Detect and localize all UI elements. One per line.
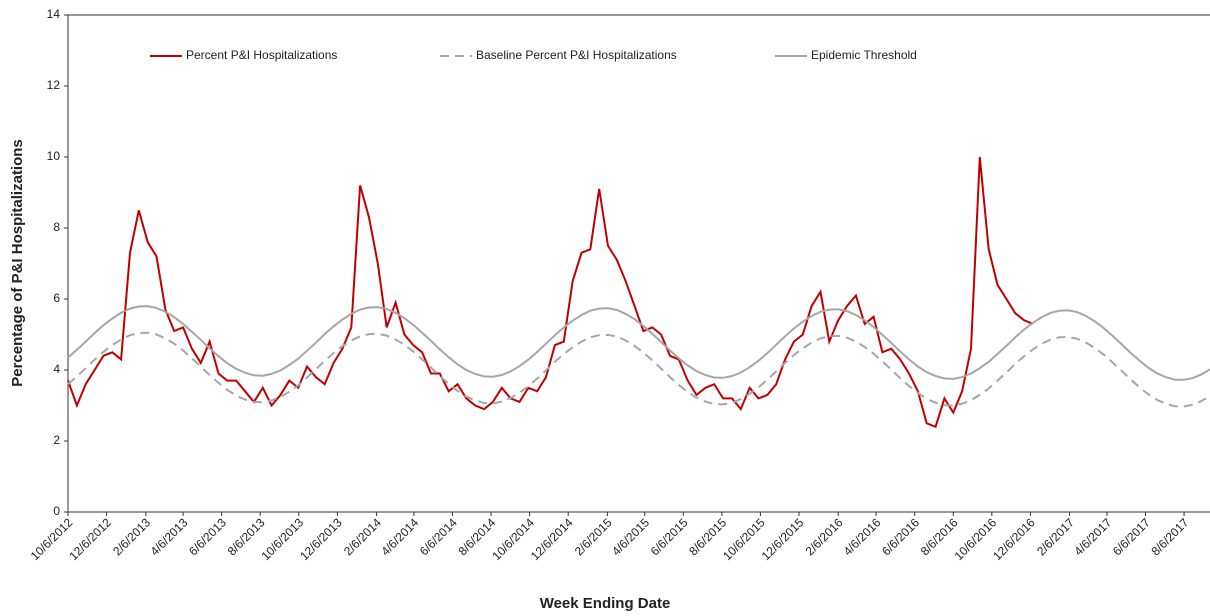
y-tick-label: 10 xyxy=(47,149,61,163)
x-tick-label: 8/6/2017 xyxy=(1149,515,1192,558)
y-axis-title: Percentage of P&I Hospitalizations xyxy=(9,139,26,387)
x-tick-label: 12/6/2013 xyxy=(297,515,345,563)
x-tick-label: 2/6/2014 xyxy=(341,515,384,558)
x-tick-label: 6/6/2017 xyxy=(1110,515,1153,558)
y-tick-label: 14 xyxy=(47,7,61,21)
x-tick-label: 4/6/2014 xyxy=(378,515,421,558)
x-tick-label: 12/6/2014 xyxy=(528,515,576,563)
x-tick-label: 12/6/2016 xyxy=(990,515,1038,563)
x-tick-label: 12/6/2012 xyxy=(66,515,114,563)
x-tick-label: 6/6/2013 xyxy=(186,515,229,558)
x-tick-label: 4/6/2017 xyxy=(1071,515,1114,558)
x-tick-label: 6/6/2016 xyxy=(879,515,922,558)
legend-label: Baseline Percent P&I Hospitalizations xyxy=(476,48,677,62)
y-tick-label: 8 xyxy=(53,220,60,234)
y-tick-label: 0 xyxy=(53,504,60,518)
x-tick-label: 4/6/2013 xyxy=(148,515,191,558)
legend-label: Epidemic Threshold xyxy=(811,48,917,62)
y-tick-label: 2 xyxy=(53,433,60,447)
x-tick-label: 4/6/2016 xyxy=(841,515,884,558)
series-line xyxy=(67,156,1034,429)
x-tick-label: 6/6/2015 xyxy=(648,515,691,558)
x-tick-label: 12/6/2015 xyxy=(759,515,807,563)
series-line xyxy=(67,331,1210,408)
y-tick-label: 6 xyxy=(53,291,60,305)
x-tick-label: 2/6/2016 xyxy=(803,515,846,558)
x-tick-label: 4/6/2015 xyxy=(609,515,652,558)
x-tick-label: 2/6/2015 xyxy=(572,515,615,558)
x-tick-label: 2/6/2017 xyxy=(1034,515,1077,558)
y-tick-label: 4 xyxy=(53,362,60,376)
x-axis-title: Week Ending Date xyxy=(540,595,671,612)
legend-label: Percent P&I Hospitalizations xyxy=(186,48,337,62)
x-tick-label: 2/6/2013 xyxy=(110,515,153,558)
y-tick-label: 12 xyxy=(47,78,61,92)
x-tick-label: 6/6/2014 xyxy=(417,515,460,558)
series-line xyxy=(67,305,1210,381)
